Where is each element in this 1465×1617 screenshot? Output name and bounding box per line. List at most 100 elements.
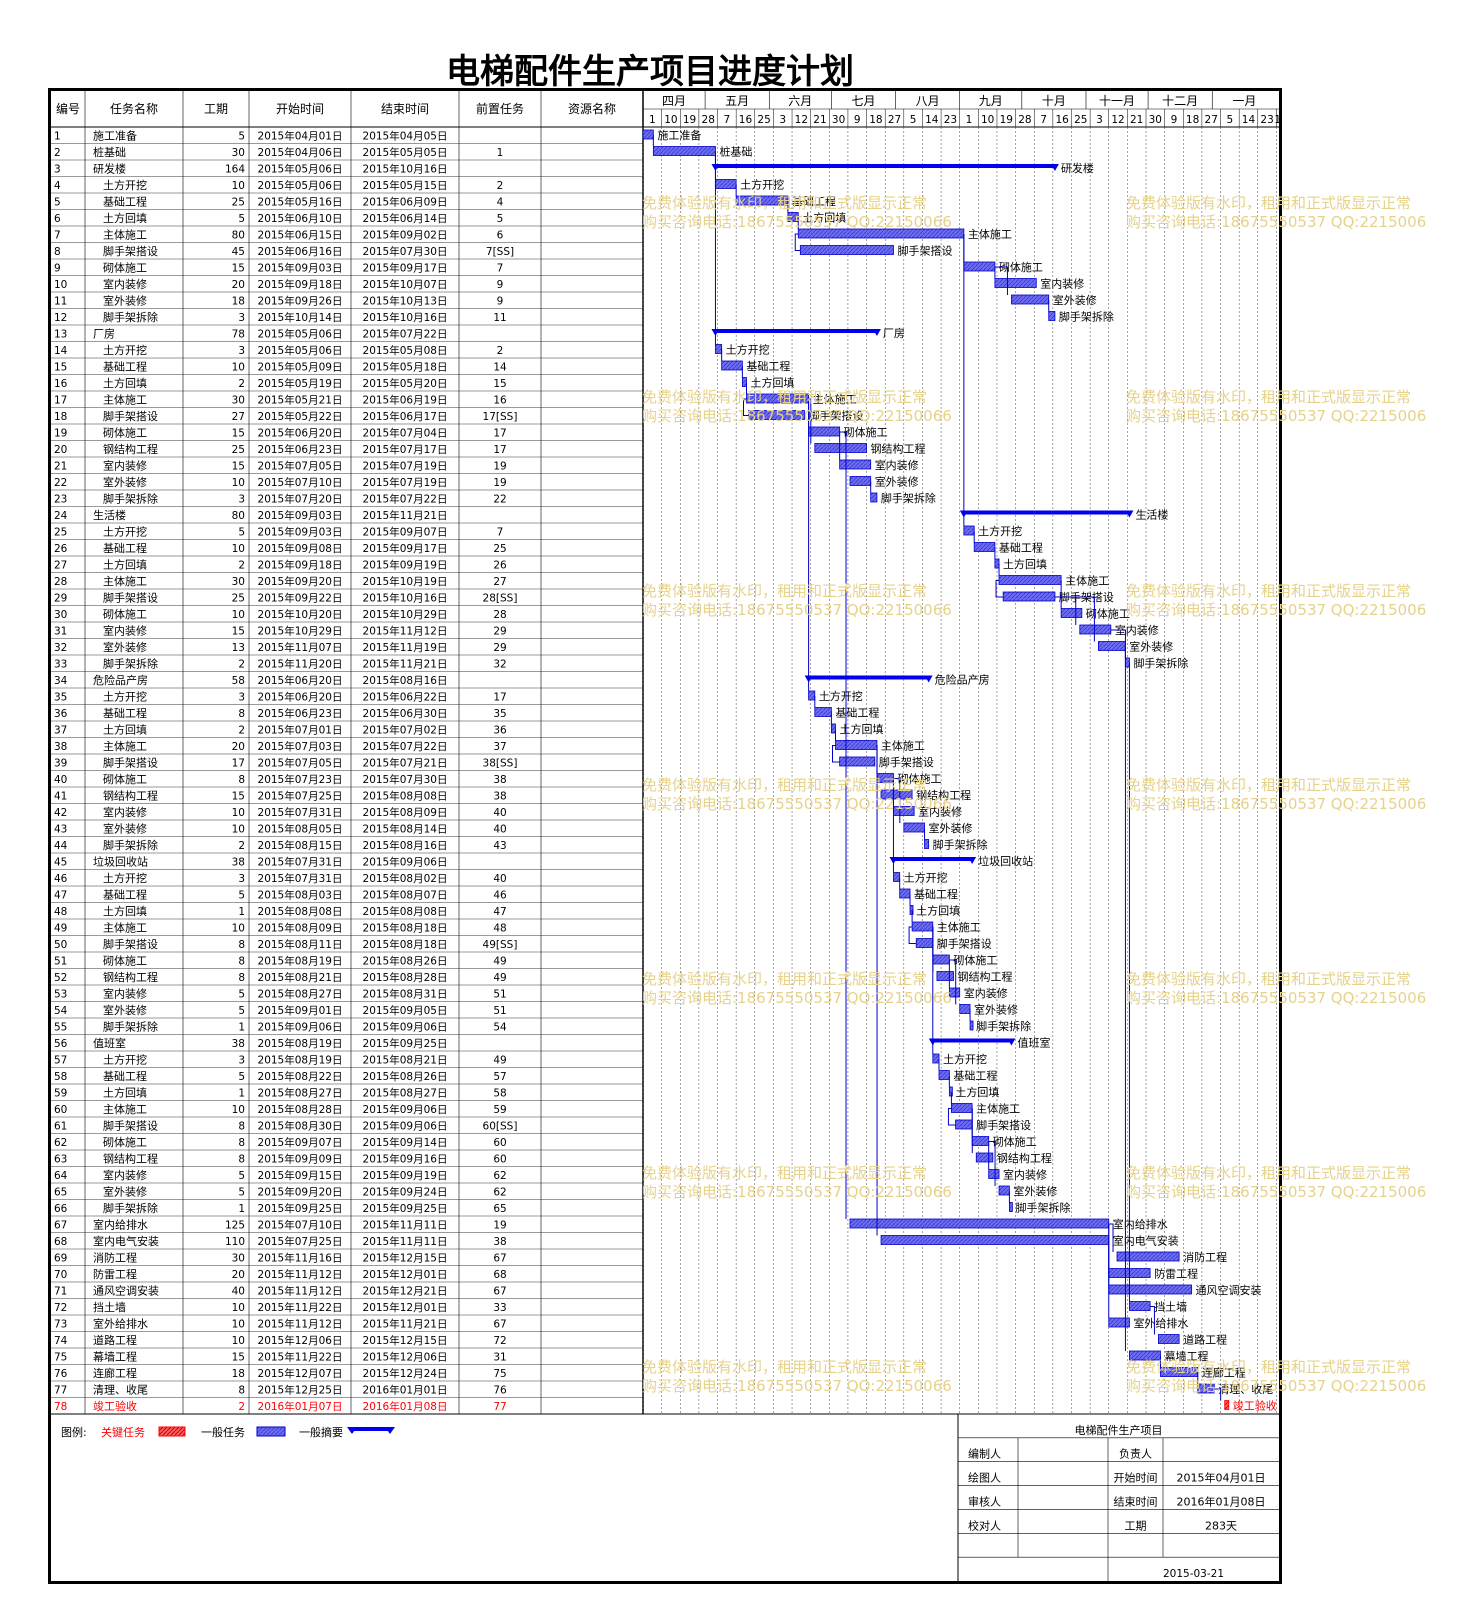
task-id: 5 bbox=[54, 197, 61, 209]
bar-label: 砌体施工 bbox=[844, 425, 888, 439]
tick-label: 18 bbox=[1186, 114, 1199, 126]
task-end: 2015年07月19日 bbox=[363, 476, 448, 489]
task-end: 2015年12月06日 bbox=[363, 1351, 448, 1364]
task-id: 11 bbox=[54, 296, 67, 308]
task-start: 2015年07月05日 bbox=[258, 757, 343, 770]
task-duration: 2 bbox=[238, 1401, 245, 1413]
tick-label: 14 bbox=[925, 114, 939, 126]
task-end: 2015年07月22日 bbox=[363, 328, 448, 341]
task-id: 52 bbox=[54, 972, 67, 984]
task-name: 室外装修 bbox=[103, 475, 147, 489]
task-end: 2015年09月06日 bbox=[363, 1120, 448, 1133]
task-predecessor: 76 bbox=[493, 1385, 507, 1397]
task-end: 2015年09月02日 bbox=[363, 229, 448, 242]
task-start: 2015年08月19日 bbox=[258, 1037, 343, 1050]
bar-label: 道路工程 bbox=[1183, 1333, 1227, 1347]
task-duration: 15 bbox=[232, 428, 245, 440]
task-start: 2015年08月15日 bbox=[258, 839, 343, 852]
task-name: 值班室 bbox=[93, 1036, 126, 1050]
task-id: 26 bbox=[54, 543, 68, 555]
bar-label: 脚手架拆除 bbox=[1059, 310, 1114, 324]
task-duration: 20 bbox=[232, 741, 245, 753]
bar-label: 室外装修 bbox=[1129, 640, 1173, 654]
task-end: 2015年11月12日 bbox=[363, 625, 448, 638]
legend-summary-cap-left bbox=[347, 1427, 357, 1434]
bar-label: 室内装修 bbox=[918, 805, 962, 819]
bar-label: 危险品产房 bbox=[935, 673, 990, 687]
task-duration: 2 bbox=[238, 725, 245, 737]
bar-label: 通风空调安装 bbox=[1196, 1283, 1262, 1297]
task-duration: 10 bbox=[232, 609, 245, 621]
task-duration: 3 bbox=[238, 1055, 245, 1067]
task-bar bbox=[849, 1218, 1110, 1229]
bar-label: 砌体施工 bbox=[897, 772, 941, 786]
task-id: 67 bbox=[54, 1220, 67, 1232]
summary-bar bbox=[808, 675, 929, 680]
task-start: 2015年07月31日 bbox=[258, 856, 343, 869]
task-name: 室内装修 bbox=[103, 277, 147, 291]
task-start: 2015年05月21日 bbox=[258, 394, 343, 407]
task-duration: 8 bbox=[238, 774, 245, 786]
info-field-label: 结束时间 bbox=[1114, 1495, 1158, 1508]
task-predecessor: 51 bbox=[493, 1005, 506, 1017]
bar-label: 施工准备 bbox=[657, 128, 701, 142]
task-duration: 15 bbox=[232, 1352, 245, 1364]
bar-label: 土方回填 bbox=[802, 211, 846, 225]
task-predecessor: 47 bbox=[493, 906, 506, 918]
task-bar bbox=[1224, 1400, 1230, 1410]
task-predecessor: 17 bbox=[493, 692, 506, 704]
task-duration: 5 bbox=[238, 989, 245, 1001]
task-predecessor: 67 bbox=[493, 1286, 506, 1298]
task-duration: 78 bbox=[232, 329, 245, 341]
task-id: 6 bbox=[54, 213, 61, 225]
tick-label: 5 bbox=[1227, 114, 1234, 126]
bar-label: 垃圾回收站 bbox=[978, 854, 1033, 868]
task-duration: 8 bbox=[238, 956, 245, 968]
bar-label: 生活楼 bbox=[1135, 508, 1168, 522]
tick-label: 19 bbox=[1000, 114, 1013, 126]
task-duration: 8 bbox=[238, 708, 245, 720]
task-duration: 5 bbox=[238, 1187, 245, 1199]
summary-cap-right bbox=[1125, 510, 1134, 518]
task-start: 2015年09月25日 bbox=[258, 1202, 343, 1215]
task-end: 2015年10月19日 bbox=[363, 575, 448, 588]
task-predecessor: 40 bbox=[493, 824, 506, 836]
legend-summary-cap-right bbox=[385, 1427, 395, 1434]
task-end: 2015年08月09日 bbox=[363, 806, 448, 819]
tick-label: 27 bbox=[1205, 114, 1218, 126]
bar-label: 脚手架拆除 bbox=[1133, 656, 1188, 670]
task-duration: 10 bbox=[232, 1302, 245, 1314]
bar-label: 土方回填 bbox=[916, 904, 960, 918]
tick-label: 3 bbox=[779, 114, 786, 126]
task-name: 基础工程 bbox=[103, 1070, 147, 1083]
task-bar bbox=[1002, 591, 1056, 602]
task-id: 61 bbox=[54, 1121, 67, 1133]
task-predecessor: 6 bbox=[497, 230, 504, 242]
task-duration: 15 bbox=[232, 461, 245, 473]
task-duration: 10 bbox=[232, 362, 245, 374]
task-bar bbox=[876, 773, 894, 783]
bar-label: 主体施工 bbox=[813, 392, 857, 406]
bar-label: 基础工程 bbox=[999, 542, 1043, 555]
task-predecessor: 72 bbox=[493, 1335, 506, 1347]
task-bar bbox=[971, 1136, 990, 1146]
task-predecessor: 5 bbox=[497, 213, 504, 225]
task-start: 2015年10月14日 bbox=[258, 311, 343, 324]
task-bar bbox=[1160, 1367, 1199, 1377]
task-duration: 10 bbox=[232, 180, 245, 192]
bar-label: 竣工验收 bbox=[1233, 1399, 1277, 1413]
task-id: 25 bbox=[54, 527, 67, 539]
task-end: 2015年09月14日 bbox=[363, 1136, 448, 1149]
month-label: 五月 bbox=[725, 94, 749, 108]
legend-summary-swatch bbox=[351, 1427, 391, 1431]
task-name: 土方回填 bbox=[103, 1086, 147, 1100]
bar-label: 基础工程 bbox=[746, 360, 790, 373]
task-predecessor: 43 bbox=[493, 840, 506, 852]
dependency-link bbox=[949, 959, 957, 1005]
bar-label: 脚手架搭设 bbox=[897, 244, 952, 258]
tick-label: 1 bbox=[649, 114, 656, 126]
task-id: 21 bbox=[54, 461, 67, 473]
task-start: 2015年06月15日 bbox=[258, 229, 343, 242]
task-start: 2015年05月22日 bbox=[258, 410, 343, 423]
legend-summary-label: 一般摘要 bbox=[299, 1425, 343, 1439]
